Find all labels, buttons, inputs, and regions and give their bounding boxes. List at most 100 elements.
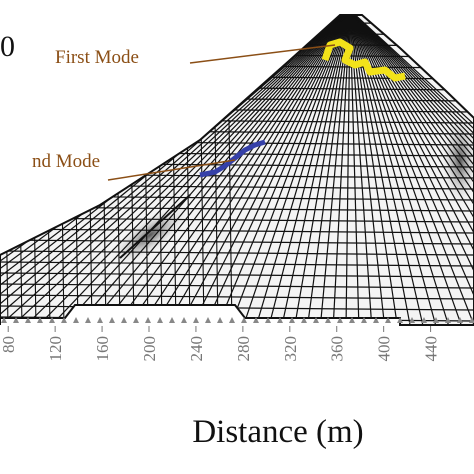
support: [457, 317, 463, 323]
mesh-line: [0, 19, 474, 25]
support: [121, 317, 127, 323]
support: [1, 317, 7, 323]
second-mode-shape: [199, 139, 266, 178]
x-tick-label: 160: [93, 336, 112, 362]
mesh-line: [293, 15, 351, 325]
support: [469, 317, 474, 323]
support: [193, 317, 199, 323]
mesh-line: [0, 30, 474, 36]
mesh-line: [349, 15, 474, 325]
support: [157, 317, 163, 323]
support: [217, 317, 223, 323]
mesh-line: [46, 15, 351, 325]
x-tick-label: 120: [46, 336, 65, 362]
mesh-line: [349, 15, 474, 325]
support: [13, 317, 19, 323]
support: [133, 317, 139, 323]
mesh-line: [176, 15, 351, 325]
support: [85, 317, 91, 323]
annotation: 0: [0, 30, 15, 63]
mesh-line: [349, 15, 474, 325]
mesh-line: [215, 15, 351, 325]
mesh-line: [202, 15, 351, 325]
support: [445, 317, 451, 323]
mesh-line: [349, 15, 474, 325]
mesh-line: [59, 15, 351, 325]
mesh-line: [349, 15, 474, 325]
mesh-line: [349, 15, 474, 325]
mesh-line: [124, 15, 351, 325]
support: [325, 317, 331, 323]
support: [349, 317, 355, 323]
x-tick-label: 440: [422, 336, 441, 362]
mesh-line: [306, 15, 351, 325]
mesh-line: [119, 194, 191, 259]
mesh-line: [0, 328, 474, 332]
x-axis-title: Distance (m): [192, 414, 363, 450]
support: [253, 317, 259, 323]
mesh-line: [349, 15, 474, 325]
mesh-line: [33, 15, 351, 325]
mesh-line: [20, 15, 351, 325]
support: [109, 317, 115, 323]
mesh-line: [267, 15, 351, 325]
mesh-line: [0, 261, 474, 267]
x-tick-label: 240: [187, 336, 206, 362]
mesh-line: [349, 15, 474, 325]
mesh-line: [349, 15, 474, 325]
x-tick-label: 80: [0, 336, 18, 353]
mesh-line: [150, 15, 351, 325]
support: [397, 317, 403, 323]
mesh-line: [349, 15, 474, 325]
mesh-line: [7, 15, 351, 325]
leader-line: [107, 159, 236, 181]
mesh-line: [189, 15, 351, 325]
support: [181, 317, 187, 323]
mesh-line: [228, 119, 233, 325]
support: [337, 317, 343, 323]
mesh-line: [349, 15, 474, 325]
mesh-line: [0, 41, 474, 47]
support: [49, 317, 55, 323]
support: [385, 317, 391, 323]
mesh-line: [137, 15, 351, 325]
mesh-line: [200, 119, 205, 325]
supports: [1, 317, 474, 323]
support: [73, 317, 79, 323]
mesh-line: [349, 15, 474, 325]
mesh-line: [0, 250, 474, 256]
support: [421, 317, 427, 323]
support: [169, 317, 175, 323]
support: [97, 317, 103, 323]
annotation: nd Mode: [32, 151, 100, 172]
x-tick-label: 200: [140, 336, 159, 362]
mesh-line: [241, 15, 351, 325]
support: [25, 317, 31, 323]
annotation: First Mode: [55, 47, 139, 68]
mesh-line: [98, 15, 351, 325]
dam-outline: [0, 14, 474, 326]
support: [301, 317, 307, 323]
support: [61, 317, 67, 323]
mesh-line: [349, 15, 474, 325]
first-mode-shape: [321, 38, 406, 82]
mesh-line: [228, 15, 351, 325]
support: [289, 317, 295, 323]
mesh-line: [163, 15, 351, 325]
support: [265, 317, 271, 323]
mesh-line: [349, 15, 474, 325]
support: [229, 317, 235, 323]
x-tick-label: 320: [281, 336, 300, 362]
mesh-line: [254, 15, 351, 325]
mesh-line: [349, 15, 474, 325]
support: [433, 317, 439, 323]
support: [145, 317, 151, 323]
support: [277, 317, 283, 323]
support: [205, 317, 211, 323]
x-tick-label: 280: [234, 336, 253, 362]
mesh-line: [349, 15, 474, 325]
support: [37, 317, 43, 323]
mesh-line: [186, 119, 191, 325]
mesh-line: [280, 15, 351, 325]
support: [241, 317, 247, 323]
